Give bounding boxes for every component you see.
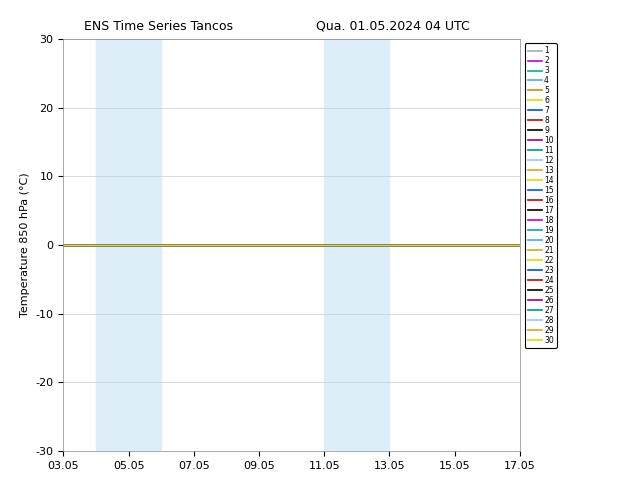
Text: Qua. 01.05.2024 04 UTC: Qua. 01.05.2024 04 UTC xyxy=(316,20,470,33)
Y-axis label: Temperature 850 hPa (°C): Temperature 850 hPa (°C) xyxy=(20,172,30,318)
Bar xyxy=(96,39,161,451)
Text: ENS Time Series Tancos: ENS Time Series Tancos xyxy=(84,20,233,33)
Bar xyxy=(324,39,389,451)
Legend: 1, 2, 3, 4, 5, 6, 7, 8, 9, 10, 11, 12, 13, 14, 15, 16, 17, 18, 19, 20, 21, 22, 2: 1, 2, 3, 4, 5, 6, 7, 8, 9, 10, 11, 12, 1… xyxy=(525,43,557,348)
